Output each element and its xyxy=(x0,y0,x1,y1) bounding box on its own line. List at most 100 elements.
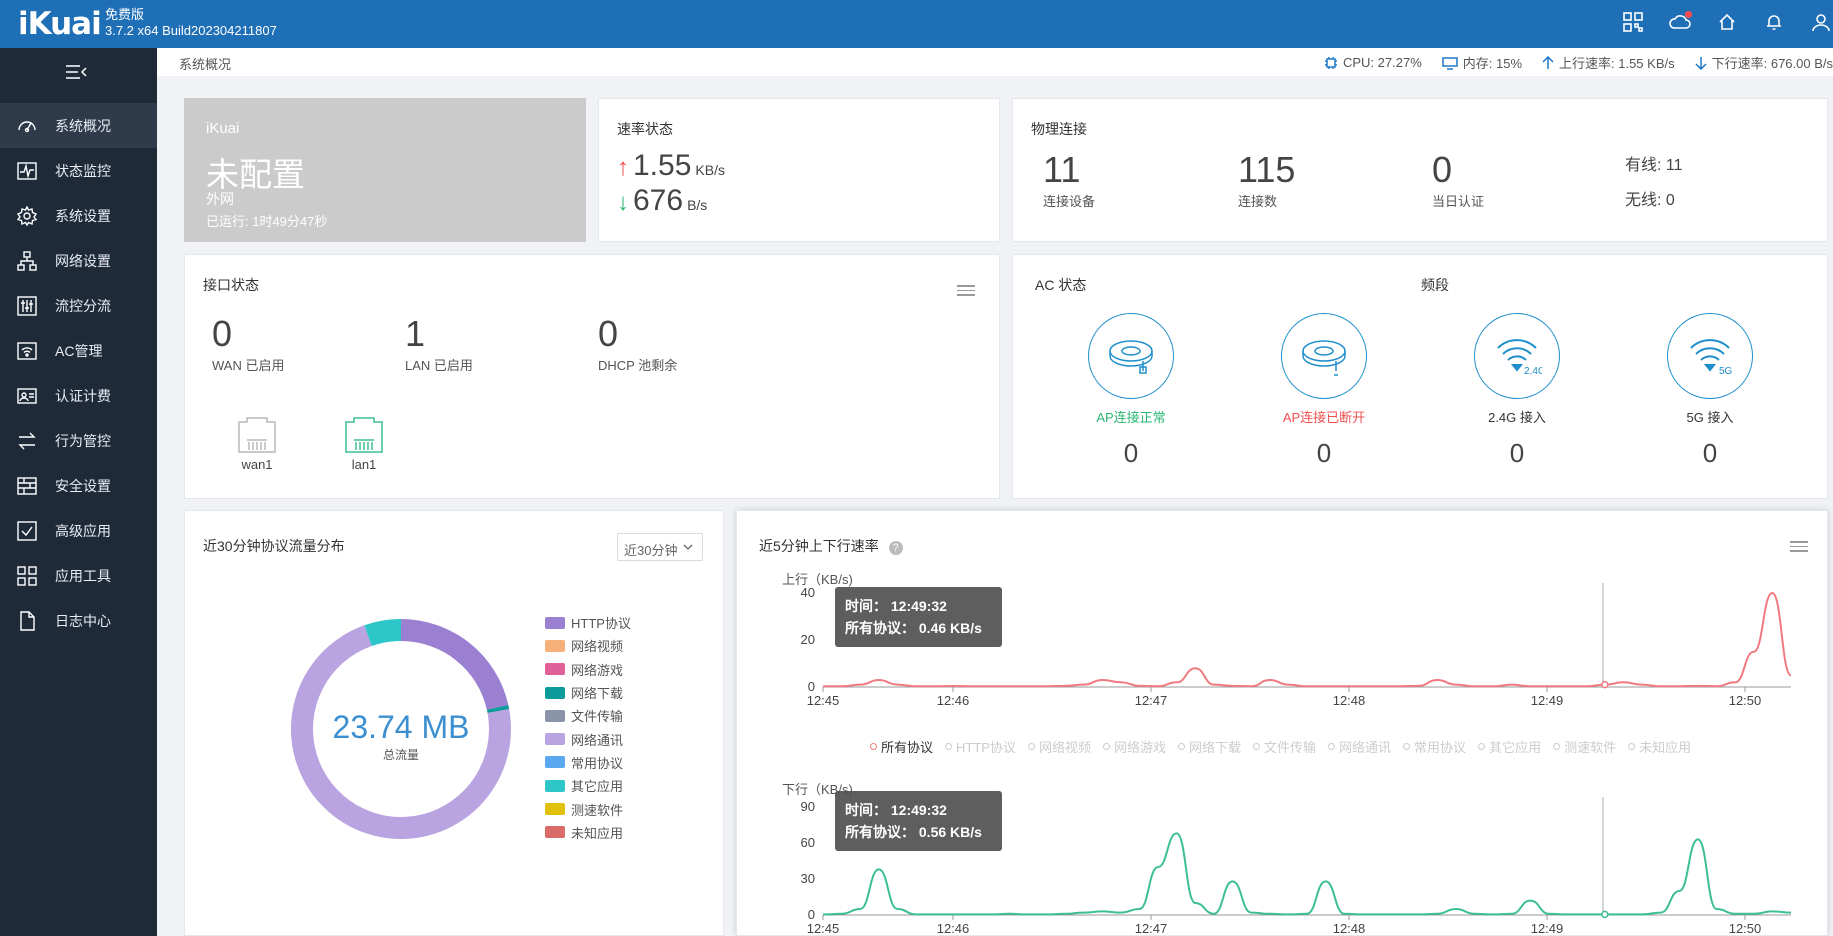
wired-count: 有线: 11 xyxy=(1625,157,1683,174)
upload-rate: ↑ 1.55 KB/s xyxy=(617,149,725,182)
legend-item[interactable]: 常用协议 xyxy=(545,751,631,774)
donut-slice[interactable] xyxy=(364,619,401,647)
legend-dot xyxy=(1478,743,1486,750)
sidebar-item-ac[interactable]: AC管理 xyxy=(0,328,157,373)
sidebar-item-system-settings[interactable]: 系统设置 xyxy=(0,193,157,238)
svg-text:5G: 5G xyxy=(1719,366,1733,377)
legend-swatch xyxy=(545,826,565,839)
legend-label: 网络游戏 xyxy=(571,662,624,678)
chart-legend-item[interactable]: 文件传输 xyxy=(1253,737,1316,756)
legend-item[interactable]: 其它应用 xyxy=(545,774,631,797)
time-range-select[interactable]: 近30分钟 xyxy=(617,533,703,561)
port-label: lan1 xyxy=(351,457,377,472)
sidebar-item-label: 状态监控 xyxy=(55,162,111,179)
ethernet-port-icon xyxy=(345,417,383,453)
sidebar-item-tools[interactable]: 应用工具 xyxy=(0,553,157,598)
ac-ap-disconnected[interactable]: AP连接已断开 0 xyxy=(1274,313,1374,469)
help-icon[interactable]: ? xyxy=(888,541,903,555)
ac-5g-access[interactable]: 5G 5G 接入 0 xyxy=(1660,313,1760,469)
x-tick-label: 12:48 xyxy=(1333,693,1366,708)
legend-item[interactable]: 网络下载 xyxy=(545,681,631,704)
donut-center: 23.74 MB 总流量 xyxy=(281,709,521,763)
sidebar-item-behavior[interactable]: 行为管控 xyxy=(0,418,157,463)
chart-legend-item[interactable]: 其它应用 xyxy=(1478,737,1541,756)
arrow-down-icon xyxy=(1695,56,1707,70)
sidebar-item-label: 认证计费 xyxy=(55,387,111,404)
donut-slice[interactable] xyxy=(486,705,510,714)
sidebar-item-auth[interactable]: 认证计费 xyxy=(0,373,157,418)
chart-legend-item[interactable]: 所有协议 xyxy=(870,737,933,756)
sidebar-item-monitor[interactable]: 状态监控 xyxy=(0,148,157,193)
chart-legend-item[interactable]: 网络通讯 xyxy=(1328,737,1391,756)
apps-icon xyxy=(16,565,38,587)
dhcp-remaining-stat: 0 DHCP 池剩余 xyxy=(598,313,678,373)
legend-item[interactable]: 网络游戏 xyxy=(545,658,631,681)
wireless-count: 无线: 0 xyxy=(1625,192,1675,209)
band-title: 频段 xyxy=(1421,277,1449,293)
breadcrumb: 系统概况 xyxy=(179,57,232,72)
bell-icon[interactable] xyxy=(1762,10,1786,34)
sidebar-item-flow-control[interactable]: 流控分流 xyxy=(0,283,157,328)
y-tick-label: 90 xyxy=(801,799,815,814)
legend-swatch xyxy=(545,709,565,722)
legend-swatch xyxy=(545,616,565,629)
legend-swatch xyxy=(545,733,565,746)
swap-icon xyxy=(16,430,38,452)
ac-24g-access[interactable]: 2.4G 2.4G 接入 0 xyxy=(1467,313,1567,469)
collapse-menu-icon[interactable] xyxy=(62,62,92,82)
sidebar-item-security[interactable]: 安全设置 xyxy=(0,463,157,508)
connected-devices-stat: 11 连接设备 xyxy=(1043,149,1096,209)
user-icon[interactable] xyxy=(1809,10,1833,34)
home-icon[interactable] xyxy=(1715,10,1739,34)
sidebar-item-logs[interactable]: 日志中心 xyxy=(0,598,157,643)
sidebar-item-overview[interactable]: 系统概况 xyxy=(0,103,157,148)
sidebar-item-label: 系统概况 xyxy=(55,117,111,134)
chart-legend-item[interactable]: 测速软件 xyxy=(1553,737,1616,756)
sidebar-item-label: 系统设置 xyxy=(55,207,111,224)
access-point-icon xyxy=(1281,313,1367,399)
qr-grid-icon[interactable] xyxy=(1621,10,1645,34)
hover-point xyxy=(1601,910,1609,919)
legend-label: HTTP协议 xyxy=(956,740,1016,755)
legend-item[interactable]: 网络视频 xyxy=(545,634,631,657)
x-tick-label: 12:47 xyxy=(1135,921,1168,936)
chart-legend-item[interactable]: 网络视频 xyxy=(1027,737,1091,756)
menu-icon[interactable] xyxy=(1790,541,1808,555)
legend-swatch xyxy=(545,779,565,792)
physical-connection-card: 物理连接 11 连接设备 115 连接数 0 当日认证 有线: 11 无线: 0 xyxy=(1012,98,1828,242)
y-tick-label: 30 xyxy=(801,871,815,886)
sidebar-item-network[interactable]: 网络设置 xyxy=(0,238,157,283)
chart-legend-item[interactable]: 未知应用 xyxy=(1628,737,1691,756)
port-lan1[interactable]: lan1 xyxy=(342,416,386,472)
legend-label: 网络通讯 xyxy=(571,732,624,748)
wifi-24g-icon: 2.4G xyxy=(1474,313,1560,399)
chevron-down-icon xyxy=(683,544,693,550)
dashboard-icon xyxy=(16,115,38,137)
protocol-legend: HTTP协议 网络视频网络游戏网络下载 文件传输网络通讯常用协议 其它应用 测速软件 未知… xyxy=(545,611,631,844)
device-config-status: 未配置 xyxy=(206,156,305,193)
legend-item[interactable]: 文件传输 xyxy=(545,704,631,727)
sidebar: 系统概况 状态监控 系统设置 网络设置 流控分流 AC管理 认证计费 行为管控 xyxy=(0,48,157,936)
access-point-icon xyxy=(1088,313,1174,399)
legend-item[interactable]: 测速软件 xyxy=(545,797,631,820)
legend-item[interactable]: 网络通讯 xyxy=(545,727,631,750)
donut-slice[interactable] xyxy=(401,619,509,710)
upload-stat: 上行速率: 1.55 KB/s xyxy=(1542,53,1675,72)
hover-point xyxy=(1601,680,1609,689)
chart-legend-item[interactable]: HTTP协议 xyxy=(945,737,1016,756)
ac-ap-online[interactable]: AP连接正常 0 xyxy=(1081,313,1181,469)
card-title: 近5分钟上下行速率 ? xyxy=(759,536,903,556)
legend-item[interactable]: HTTP协议 xyxy=(545,611,631,634)
port-wan1[interactable]: wan1 xyxy=(235,416,279,472)
chart-legend-item[interactable]: 常用协议 xyxy=(1403,737,1466,756)
menu-icon[interactable] xyxy=(957,285,975,299)
ikuai-logo[interactable]: iKuai xyxy=(18,6,102,42)
sidebar-item-advanced[interactable]: 高级应用 xyxy=(0,508,157,553)
legend-label: 其它应用 xyxy=(1489,740,1542,755)
legend-swatch xyxy=(545,686,565,699)
legend-label: 常用协议 xyxy=(1414,740,1467,755)
chart-legend-item[interactable]: 网络下载 xyxy=(1178,737,1241,756)
chart-legend-item[interactable]: 网络游戏 xyxy=(1102,737,1166,756)
cloud-icon[interactable] xyxy=(1668,10,1692,34)
legend-item[interactable]: 未知应用 xyxy=(545,821,631,844)
